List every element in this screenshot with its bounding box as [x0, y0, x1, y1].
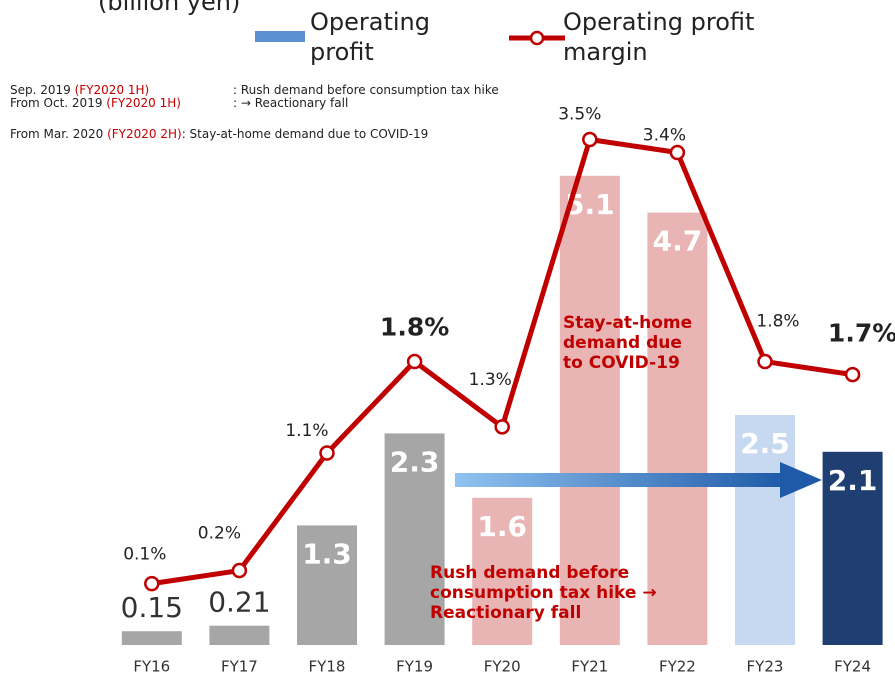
legend-line [509, 30, 565, 46]
legend-swatch [255, 31, 305, 42]
bar [822, 451, 883, 645]
margin-marker [406, 353, 423, 370]
bar [647, 212, 708, 645]
note-period: Sep. 2019 [10, 83, 71, 97]
margin-marker [757, 353, 773, 370]
margin-marker [844, 366, 861, 383]
bar [121, 631, 182, 645]
margin-value-label: 1.8% [756, 312, 799, 332]
bar-value-label: 2.3 [390, 445, 440, 478]
margin-marker [494, 419, 510, 435]
annotation: Rush demand before consumption tax hike … [430, 563, 657, 623]
margin-value-label: 1.8% [380, 313, 449, 342]
note-fy: (FY2020 1H) [106, 96, 181, 110]
bar-value-label: 1.3 [302, 537, 352, 570]
x-tick-label: FY21 [571, 658, 608, 676]
bar-value-label: 2.5 [740, 427, 790, 460]
note: Sep. 2019 (FY2020 1H) [10, 84, 149, 97]
margin-marker [669, 144, 686, 161]
margin-marker [582, 131, 598, 148]
note-text: : Stay-at-home demand due to COVID-19 [181, 127, 429, 141]
bar-value-label: 4.7 [653, 225, 703, 258]
margin-value-label: 0.2% [198, 524, 241, 544]
x-tick-label: FY17 [221, 658, 258, 676]
margin-marker [231, 562, 248, 579]
note-period: From Mar. 2020 [10, 127, 104, 141]
bar [384, 433, 445, 645]
bars: 0.15 0.211.32.31.65.14.72.52.1 [121, 175, 883, 646]
annotation: Stay-at-home demand due to COVID-19 [563, 313, 693, 373]
bar [735, 415, 795, 645]
margin-value-label: 3.5% [558, 104, 601, 124]
x-tick-label: FY22 [659, 658, 696, 676]
note-text: : Rush demand before consumption tax hik… [233, 83, 499, 97]
bar-value-label: 0.15 [121, 591, 183, 624]
margin-value-label: 1.3% [469, 370, 512, 390]
legend-marker [529, 30, 545, 46]
bar-value-label: 2.1 [828, 464, 878, 497]
bar-value-label: 0.21 [208, 586, 270, 619]
bar [559, 175, 620, 646]
margin-value-label: 0.1% [123, 545, 166, 565]
legend-label: Operating profit margin [563, 8, 755, 66]
bar [297, 525, 357, 645]
arrow-body [455, 473, 785, 487]
x-tick-label: FY18 [309, 658, 346, 676]
arrow-head [780, 462, 822, 498]
note-text: : → Reactionary fall [233, 96, 349, 110]
bar-value-label: 1.6 [477, 510, 527, 543]
x-tick-label: FY16 [133, 658, 170, 676]
x-tick-label: FY19 [396, 658, 433, 676]
note-fy: (FY2020 2H) [107, 127, 182, 141]
margin-value-label: 1.1% [285, 421, 328, 441]
margin-marker [144, 575, 160, 592]
note-period: From Oct. 2019 [10, 96, 103, 110]
margin-marker [319, 445, 335, 461]
bar [472, 497, 533, 645]
margin-value-label: 1.7% [828, 319, 895, 348]
x-tick-label: FY23 [747, 658, 784, 676]
note-fy: (FY2020 1H) [74, 83, 150, 97]
bar [209, 625, 270, 645]
margin-value-label: 3.4% [643, 126, 686, 146]
legend-label: Operating profit [310, 8, 430, 66]
x-tick-label: FY24 [834, 658, 871, 676]
y-axis-label: (billion yen) [98, 0, 241, 16]
line-layer: 0.1% 0.2% 1.1% 1.8% 1.3% 3.5% 3.4% 1.8% 1.7% [123, 104, 895, 592]
note: From Mar. 2020 (FY2020 2H): Stay-at-home… [10, 128, 428, 141]
x-tick-label: FY20 [484, 658, 521, 676]
note: From Oct. 2019 (FY2020 1H) [10, 97, 181, 110]
trend-arrow [455, 462, 822, 498]
